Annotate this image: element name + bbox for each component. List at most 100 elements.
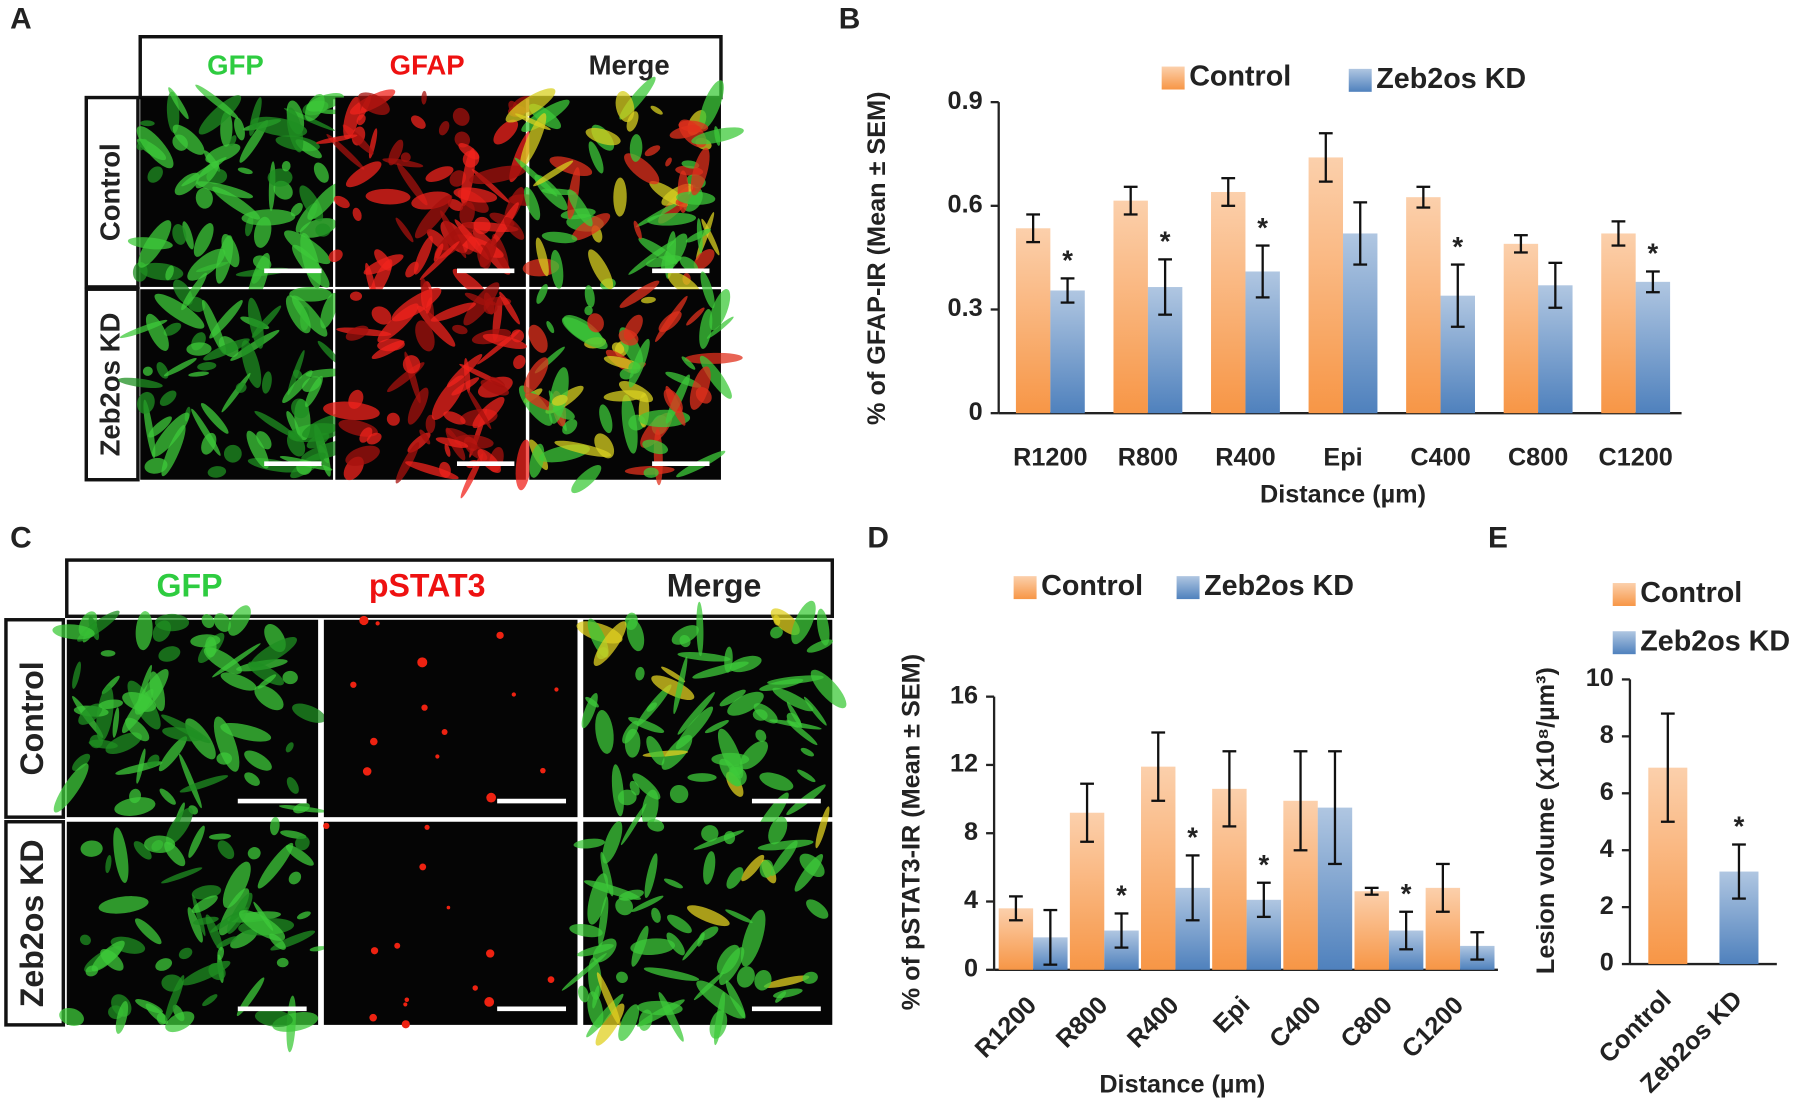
texture [599,404,613,434]
texture [142,366,153,376]
significance-star: * [1648,238,1659,269]
texture [686,307,705,326]
texture [193,223,214,257]
texture [723,830,736,845]
texture [701,825,719,842]
bar [1015,228,1051,414]
texture [490,202,519,247]
texture [147,166,163,183]
texture [181,960,231,986]
texture [719,758,742,787]
texture [114,797,156,816]
texture [191,408,221,456]
error-bar [1293,750,1308,852]
texture [282,370,313,404]
bar [1601,233,1636,414]
texture [503,217,525,240]
texture [477,449,501,473]
texture [155,958,173,971]
texture [529,443,545,478]
error-bar [1435,862,1450,913]
texture [725,909,753,924]
texture [187,907,203,943]
texture [626,618,645,652]
texture [644,145,661,157]
texture [638,1009,653,1031]
texture [326,134,365,170]
y-axis-label: % of pSTAT3-IR (Mean ± SEM) [897,654,925,1010]
texture [703,851,716,885]
texture [489,376,505,388]
x-tick-label: C800 [1335,991,1397,1053]
texture [700,271,715,309]
texture [350,681,357,688]
y-tick-label: 6 [1600,778,1614,806]
texture [72,661,81,689]
texture [569,923,603,938]
texture [482,333,527,349]
panel-label: E [1488,521,1508,554]
row-label: Control [94,143,125,241]
error-bar [1043,908,1058,966]
texture [125,717,150,742]
x-axis-label: Distance (µm) [1260,480,1426,508]
texture [806,639,833,653]
texture [400,152,411,163]
texture [692,661,749,679]
texture [148,416,172,438]
texture [136,748,146,784]
header-box [65,558,835,619]
texture [293,802,310,814]
texture [617,789,637,806]
texture [588,141,604,174]
texture [290,202,303,217]
texture [285,295,311,334]
texture [754,969,772,991]
significance-star: * [1062,245,1073,276]
texture [386,412,400,426]
texture [687,905,730,927]
texture [366,432,382,445]
texture [469,165,527,185]
texture [587,873,609,925]
texture [158,736,188,772]
legend-label: Zeb2os KD [1640,625,1790,657]
texture [295,835,310,851]
texture [172,224,187,245]
texture [285,742,294,753]
texture [256,431,272,450]
texture [741,854,765,882]
error-bar [1158,258,1173,316]
micrograph [315,89,542,300]
texture [113,827,129,883]
texture [359,615,369,626]
texture [515,439,532,491]
texture [562,419,578,435]
legend-swatch [1612,631,1636,655]
error-bar [1611,220,1626,247]
x-tick-label: Epi [1208,991,1256,1039]
micrograph [505,76,744,298]
texture [647,212,697,226]
texture [370,737,378,746]
texture [343,96,361,140]
texture [375,621,380,626]
texture [472,397,505,429]
texture [197,361,217,371]
y-tick-label: 8 [964,818,978,846]
texture [643,467,659,478]
texture [816,608,830,646]
error-bar [1026,213,1041,244]
texture [250,637,297,668]
texture [207,466,227,478]
texture [201,614,215,629]
texture [633,220,642,240]
texture [188,825,205,858]
texture [414,194,453,239]
texture [228,605,251,636]
texture [401,1020,410,1029]
texture [162,727,204,742]
legend-label: Control [1640,577,1742,609]
texture [217,946,225,961]
